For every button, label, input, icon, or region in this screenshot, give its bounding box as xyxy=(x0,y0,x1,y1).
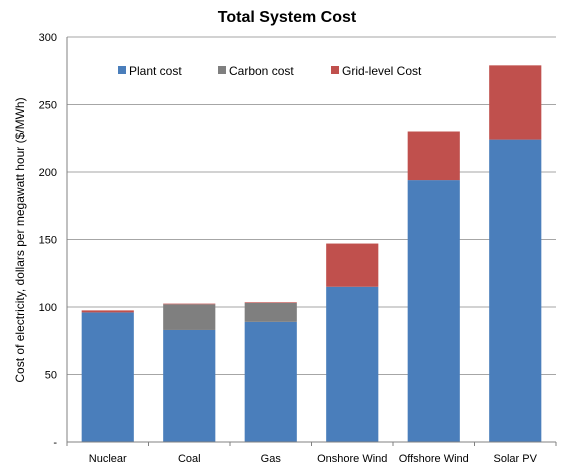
y-tick-label: 250 xyxy=(39,100,57,112)
x-tick-label: Offshore Wind xyxy=(399,453,469,465)
y-tick-labels: - 50 100 150 200 250 300 xyxy=(39,32,58,449)
bar-segment xyxy=(81,310,134,313)
legend-label: Grid-level Cost xyxy=(342,64,422,78)
bar-segment xyxy=(407,131,460,181)
x-tick-labels: Nuclear Coal Gas Onshore Wind Offshore Wind S… xyxy=(89,453,538,465)
bar-segment xyxy=(244,321,297,442)
bar-segment xyxy=(326,243,379,287)
legend: Plant cost Carbon cost Grid-level Cost xyxy=(118,64,422,78)
gridlines xyxy=(67,36,556,375)
y-tick-label: 100 xyxy=(39,302,57,314)
y-tick-label: - xyxy=(53,437,57,449)
legend-swatch xyxy=(218,66,226,74)
y-tick-label: 150 xyxy=(39,235,57,247)
legend-label: Plant cost xyxy=(129,64,182,78)
x-tick-label: Onshore Wind xyxy=(317,453,387,465)
legend-label: Carbon cost xyxy=(229,64,294,78)
bar-segment xyxy=(244,302,297,322)
y-tick-label: 300 xyxy=(39,32,57,44)
bar-segment xyxy=(244,302,297,303)
bar-segment xyxy=(163,303,216,305)
axes xyxy=(66,37,557,446)
x-tick-label: Solar PV xyxy=(494,453,538,465)
legend-swatch xyxy=(118,66,126,74)
x-tick-label: Coal xyxy=(178,453,201,465)
legend-swatch xyxy=(331,66,339,74)
bar-segment xyxy=(407,180,460,442)
bar-segment xyxy=(81,312,134,442)
bar-segment xyxy=(163,304,216,330)
x-tick-label: Nuclear xyxy=(89,453,127,465)
bar-segment xyxy=(163,329,216,442)
y-tick-label: 50 xyxy=(45,370,57,382)
bars xyxy=(81,65,542,442)
bar-segment xyxy=(489,65,542,140)
bar-segment xyxy=(489,139,542,442)
chart-title: Total System Cost xyxy=(218,9,357,26)
y-axis-label: Cost of electricity, dollars per megawat… xyxy=(13,97,27,382)
y-tick-label: 200 xyxy=(39,167,57,179)
bar-segment xyxy=(326,286,379,442)
x-tick-label: Gas xyxy=(261,453,282,465)
